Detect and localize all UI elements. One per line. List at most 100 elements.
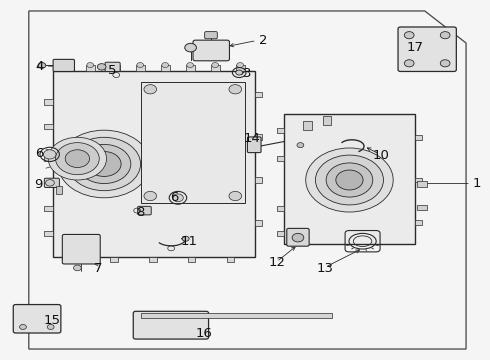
FancyBboxPatch shape xyxy=(138,206,151,215)
Bar xyxy=(45,206,53,211)
Bar xyxy=(226,257,234,262)
Text: 16: 16 xyxy=(196,327,212,340)
Bar xyxy=(211,65,220,72)
Bar xyxy=(53,72,255,257)
Bar xyxy=(188,257,196,262)
FancyBboxPatch shape xyxy=(133,311,209,339)
Bar xyxy=(417,181,427,187)
Circle shape xyxy=(144,192,157,201)
Circle shape xyxy=(48,137,106,180)
Bar xyxy=(276,231,284,236)
Circle shape xyxy=(74,265,81,271)
FancyBboxPatch shape xyxy=(247,137,261,153)
Bar xyxy=(141,314,332,318)
Bar xyxy=(255,220,263,226)
Text: 11: 11 xyxy=(181,235,198,248)
FancyBboxPatch shape xyxy=(105,62,120,72)
Circle shape xyxy=(187,63,194,68)
Circle shape xyxy=(237,63,244,68)
Circle shape xyxy=(236,70,243,75)
Circle shape xyxy=(441,32,450,39)
Bar xyxy=(415,220,422,225)
Text: 10: 10 xyxy=(372,149,389,162)
Circle shape xyxy=(292,233,304,242)
FancyBboxPatch shape xyxy=(205,32,217,39)
Bar xyxy=(255,177,263,183)
FancyBboxPatch shape xyxy=(62,234,100,264)
Text: 5: 5 xyxy=(108,64,117,77)
Bar xyxy=(236,65,245,72)
Text: 12: 12 xyxy=(269,256,285,269)
Circle shape xyxy=(87,63,94,68)
Text: 8: 8 xyxy=(136,206,145,219)
Bar xyxy=(276,156,284,161)
Text: 15: 15 xyxy=(44,314,60,327)
Bar xyxy=(276,128,284,133)
Circle shape xyxy=(47,324,54,329)
Circle shape xyxy=(58,130,150,198)
Bar xyxy=(303,121,312,130)
Circle shape xyxy=(44,150,56,159)
Text: 6: 6 xyxy=(35,147,44,160)
Bar xyxy=(323,116,331,125)
Bar xyxy=(111,65,120,72)
Circle shape xyxy=(20,324,26,329)
Text: 13: 13 xyxy=(317,262,334,275)
Bar xyxy=(415,177,422,183)
Bar xyxy=(45,124,53,130)
Bar xyxy=(415,135,422,140)
Bar xyxy=(45,99,53,104)
FancyBboxPatch shape xyxy=(193,40,229,61)
Bar xyxy=(255,92,263,98)
Circle shape xyxy=(62,63,69,68)
Bar xyxy=(71,257,79,262)
Circle shape xyxy=(404,32,414,39)
FancyBboxPatch shape xyxy=(287,228,309,246)
Text: 3: 3 xyxy=(243,67,251,80)
Text: 4: 4 xyxy=(35,60,44,73)
Bar xyxy=(417,204,427,210)
Bar xyxy=(255,134,263,140)
Circle shape xyxy=(144,85,157,94)
Circle shape xyxy=(212,63,219,68)
Bar xyxy=(284,114,415,244)
Circle shape xyxy=(404,60,414,67)
Circle shape xyxy=(441,60,450,67)
Circle shape xyxy=(172,194,183,202)
FancyBboxPatch shape xyxy=(53,59,74,72)
Circle shape xyxy=(68,137,141,191)
FancyBboxPatch shape xyxy=(13,305,61,333)
Circle shape xyxy=(316,155,384,205)
Bar xyxy=(276,206,284,211)
Text: 1: 1 xyxy=(472,177,481,190)
Circle shape xyxy=(65,150,90,167)
Circle shape xyxy=(185,43,196,52)
Bar xyxy=(56,186,62,194)
Bar xyxy=(86,65,95,72)
Bar xyxy=(110,257,118,262)
Circle shape xyxy=(55,143,99,175)
Circle shape xyxy=(182,236,189,241)
Bar xyxy=(45,230,53,236)
Circle shape xyxy=(137,63,144,68)
Text: 9: 9 xyxy=(34,178,42,191)
Bar xyxy=(149,257,157,262)
Text: 2: 2 xyxy=(259,34,267,47)
Bar xyxy=(61,65,70,72)
Circle shape xyxy=(297,143,304,148)
Text: 17: 17 xyxy=(406,41,423,54)
Bar xyxy=(136,65,145,72)
Circle shape xyxy=(77,144,131,184)
Circle shape xyxy=(112,63,119,68)
Circle shape xyxy=(336,170,363,190)
FancyBboxPatch shape xyxy=(45,178,59,188)
Circle shape xyxy=(87,152,121,176)
Bar xyxy=(45,156,53,162)
Circle shape xyxy=(229,85,242,94)
Circle shape xyxy=(306,148,393,212)
Circle shape xyxy=(162,63,169,68)
Bar xyxy=(161,65,170,72)
Text: 14: 14 xyxy=(244,131,261,144)
FancyBboxPatch shape xyxy=(398,27,456,72)
Circle shape xyxy=(326,163,373,197)
